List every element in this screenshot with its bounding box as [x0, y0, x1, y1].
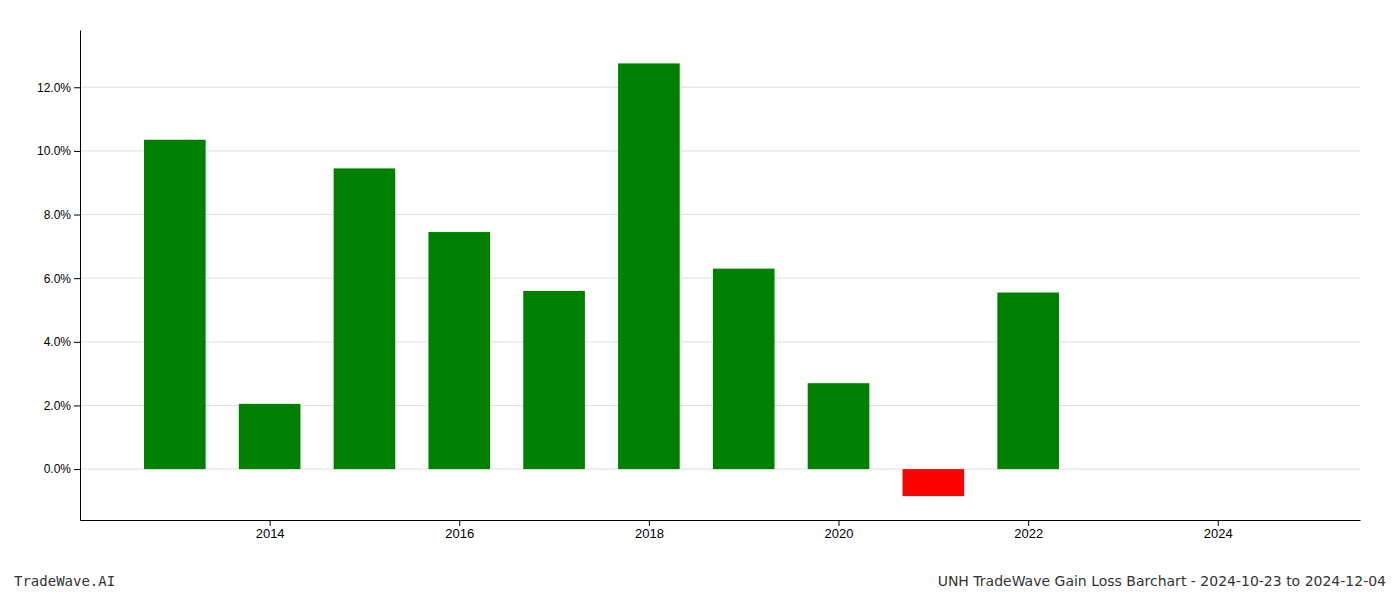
x-tick: 2018 — [635, 520, 664, 541]
bar — [144, 140, 206, 469]
x-tick-label: 2014 — [256, 526, 285, 541]
grid-line — [80, 214, 1360, 215]
bars — [144, 63, 1059, 496]
x-tick-mark — [459, 520, 460, 526]
x-tick: 2020 — [825, 520, 854, 541]
bar — [428, 232, 490, 469]
grid-line — [80, 150, 1360, 151]
x-tick: 2024 — [1204, 520, 1233, 541]
chart: 0.0%2.0%4.0%6.0%8.0%10.0%12.0%2014201620… — [0, 0, 1400, 600]
bar — [334, 168, 396, 469]
y-tick-label: 10.0% — [37, 144, 71, 158]
grid-line — [80, 87, 1360, 88]
y-tick-label: 2.0% — [44, 399, 72, 413]
x-tick: 2022 — [1014, 520, 1043, 541]
bar — [523, 291, 585, 469]
footer: TradeWave.AI — [14, 573, 115, 589]
y-tick-mark — [74, 278, 80, 279]
plot: 0.0%2.0%4.0%6.0%8.0%10.0%12.0%2014201620… — [37, 31, 1361, 542]
grid — [80, 87, 1360, 469]
bar — [997, 293, 1059, 470]
y-axis-line — [80, 31, 81, 521]
y-tick: 0.0% — [44, 462, 80, 476]
bar — [903, 469, 965, 496]
y-tick: 4.0% — [44, 335, 80, 349]
x-tick-label: 2022 — [1014, 526, 1043, 541]
y-tick-mark — [74, 405, 80, 406]
y-tick-mark — [74, 215, 80, 216]
x-tick-label: 2024 — [1204, 526, 1233, 541]
x-tick-label: 2020 — [825, 526, 854, 541]
y-tick-mark — [74, 151, 80, 152]
y-tick-mark — [74, 342, 80, 343]
x-tick-mark — [270, 520, 271, 526]
y-tick: 8.0% — [44, 208, 80, 222]
x-tick: 2014 — [256, 520, 285, 541]
y-tick-mark — [74, 87, 80, 88]
y-tick-label: 8.0% — [44, 208, 72, 222]
y-tick: 6.0% — [44, 272, 80, 286]
x-tick-mark — [1218, 520, 1219, 526]
title: UNH TradeWave Gain Loss Barchart - 2024-… — [938, 573, 1386, 589]
y-axis: 0.0% 2.0% 4.0% 6.0% 8.0% 10.0% 12.0% — [37, 31, 81, 521]
x-axis: 2014 2016 2018 2020 2022 2024 — [81, 520, 1361, 541]
y-tick-mark — [74, 469, 80, 470]
x-tick-mark — [1028, 520, 1029, 526]
y-tick-label: 6.0% — [44, 272, 72, 286]
y-tick-label: 12.0% — [37, 81, 71, 95]
bar — [239, 404, 301, 469]
x-tick-mark — [839, 520, 840, 526]
x-tick: 2016 — [445, 520, 474, 541]
y-tick: 2.0% — [44, 399, 80, 413]
x-axis-line — [81, 520, 1361, 521]
y-tick: 10.0% — [37, 144, 80, 158]
y-tick-label: 4.0% — [44, 335, 72, 349]
y-tick: 12.0% — [37, 81, 80, 95]
bar — [808, 383, 870, 469]
bar — [713, 269, 775, 469]
y-tick-label: 0.0% — [44, 462, 72, 476]
bar — [618, 63, 680, 469]
x-tick-label: 2018 — [635, 526, 664, 541]
x-tick-label: 2016 — [445, 526, 474, 541]
x-tick-mark — [649, 520, 650, 526]
